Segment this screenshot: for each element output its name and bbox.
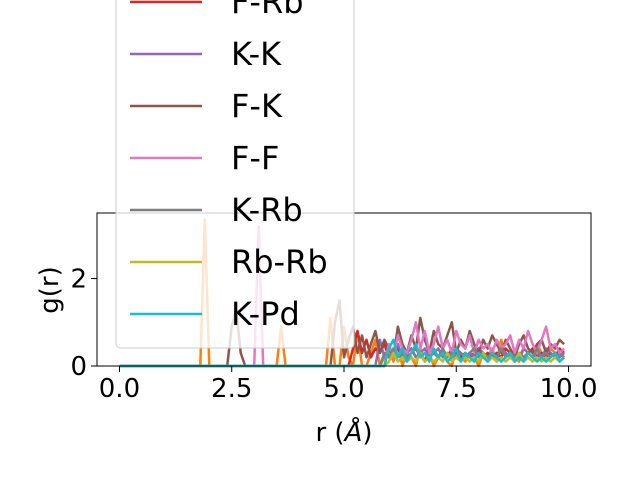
- y-tick-label: 2: [70, 265, 87, 295]
- legend-label-k-k: K-K: [231, 35, 282, 73]
- x-tick-label: 2.5: [211, 374, 252, 404]
- x-tick-label: 7.5: [436, 374, 477, 404]
- legend-label-k-pd: K-Pd: [231, 295, 300, 333]
- y-axis-label: g(r): [35, 266, 65, 313]
- legend-label-f-k: F-K: [231, 87, 283, 125]
- x-tick-label: 0.0: [99, 374, 140, 404]
- legend-label-k-rb: K-Rb: [231, 191, 303, 229]
- legend: F-Rb K-K F-K F-F K-Rb Rb-Rb K-Pd: [115, 0, 355, 349]
- x-axis-label: r (Å): [315, 416, 372, 448]
- y-tick-label: 0: [70, 352, 87, 382]
- x-tick-label: 10.0: [540, 374, 598, 404]
- legend-label-rb-rb: Rb-Rb: [231, 243, 328, 281]
- legend-label-f-f: F-F: [231, 139, 279, 177]
- legend-label-f-rb: F-Rb: [231, 0, 304, 21]
- x-tick-label: 5.0: [323, 374, 364, 404]
- ticks-layer: 0.0 2.5 5.0 7.5 10.0 0 2: [70, 265, 597, 404]
